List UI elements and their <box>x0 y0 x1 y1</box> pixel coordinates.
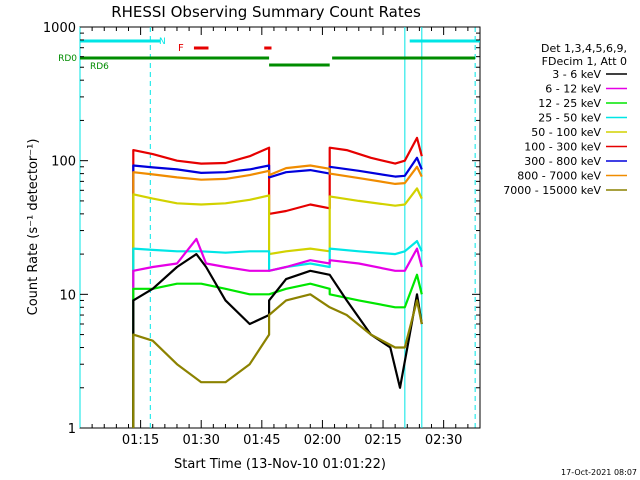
chart-title: RHESSI Observing Summary Count Rates <box>111 3 421 21</box>
legend-header-1: FDecim 1, Att 0 <box>542 55 627 68</box>
y-tick-label-0: 1 <box>68 422 76 437</box>
legend-label-2: 12 - 25 keV <box>538 97 601 110</box>
legend: Det 1,3,4,5,6,9,FDecim 1, Att 03 - 6 keV… <box>503 42 627 197</box>
legend-label-0: 3 - 6 keV <box>552 68 601 81</box>
legend-header-0: Det 1,3,4,5,6,9, <box>541 42 627 55</box>
legend-label-8: 7000 - 15000 keV <box>503 184 601 197</box>
y-tick-label-1: 10 <box>59 288 76 303</box>
flag-label-n: N <box>159 37 166 47</box>
series-lines <box>132 136 423 428</box>
legend-label-3: 25 - 50 keV <box>538 112 601 125</box>
series-line-8 <box>132 293 423 428</box>
y-axis-label: Count Rate (s⁻¹ detector⁻¹) <box>26 139 41 316</box>
x-tick-label-1: 01:30 <box>182 433 219 448</box>
legend-label-4: 50 - 100 keV <box>531 126 601 139</box>
series-line-2 <box>132 164 423 428</box>
x-tick-label-2: 01:45 <box>243 433 280 448</box>
x-axis-label: Start Time (13-Nov-10 01:01:22) <box>174 457 386 472</box>
flag-label-rd0: RD0 <box>58 54 77 64</box>
series-line-1 <box>132 156 423 428</box>
x-tick-label-3: 02:00 <box>304 433 341 448</box>
flag-label-rd6: RD6 <box>90 62 109 72</box>
legend-label-7: 800 - 7000 keV <box>517 170 601 183</box>
flag-bars: N F RD0 RD6 <box>58 37 480 72</box>
legend-label-1: 6 - 12 keV <box>545 83 601 96</box>
axes: 01:15 01:30 01:45 02:00 02:15 02:30 1 10 100 1000 <box>43 21 481 448</box>
series-line-7 <box>132 253 423 428</box>
x-tick-label-0: 01:15 <box>122 433 159 448</box>
flag-label-f: F <box>178 43 184 54</box>
y-tick-label-3: 1000 <box>43 21 76 36</box>
series-line-5 <box>132 237 423 428</box>
x-tick-label-5: 02:30 <box>425 433 462 448</box>
footer-datestamp: 17-Oct-2021 08:07 <box>561 468 637 477</box>
series-line-3 <box>132 187 423 428</box>
vertical-markers <box>79 27 476 428</box>
y-tick-label-2: 100 <box>51 155 76 170</box>
legend-label-5: 100 - 300 keV <box>524 141 601 154</box>
series-line-6 <box>132 273 423 428</box>
x-tick-label-4: 02:15 <box>364 433 401 448</box>
series-line-0 <box>132 136 423 428</box>
plot-frame <box>79 26 481 429</box>
legend-label-6: 300 - 800 keV <box>524 155 601 168</box>
